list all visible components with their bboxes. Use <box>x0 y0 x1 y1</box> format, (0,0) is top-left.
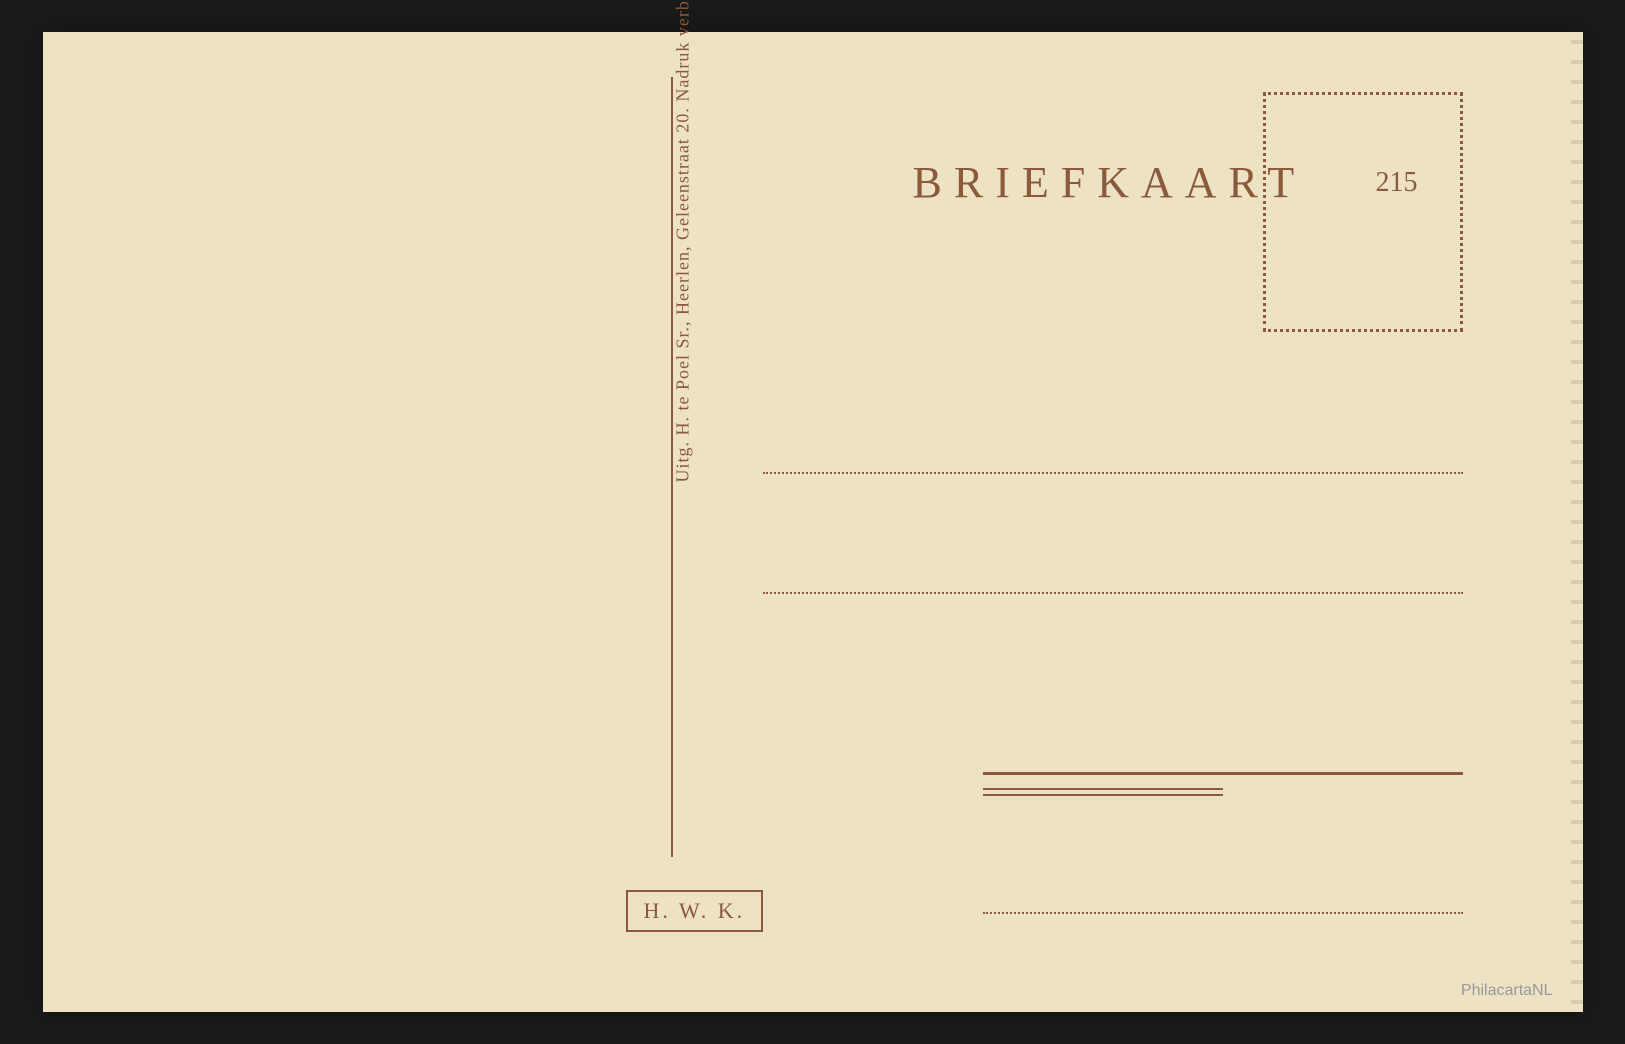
address-line-3-double <box>983 788 1223 796</box>
address-line-4 <box>983 912 1463 914</box>
postcard-back: BRIEFKAART 215 Uitg. H. te Poel Sr., Hee… <box>43 32 1583 1012</box>
address-line-3-solid <box>983 772 1463 775</box>
address-line-2 <box>763 592 1463 594</box>
postcard-title: BRIEFKAART <box>913 157 1307 208</box>
watermark-text: PhilacartaNL <box>1461 982 1553 1000</box>
stamp-number: 215 <box>1376 167 1418 199</box>
stamp-placeholder-box <box>1263 92 1463 332</box>
perforated-edge <box>1571 32 1583 1012</box>
publisher-info-vertical: Uitg. H. te Poel Sr., Heerlen, Geleenstr… <box>672 0 693 483</box>
publisher-code-box: H. W. K. <box>626 890 764 932</box>
address-line-1 <box>763 472 1463 474</box>
